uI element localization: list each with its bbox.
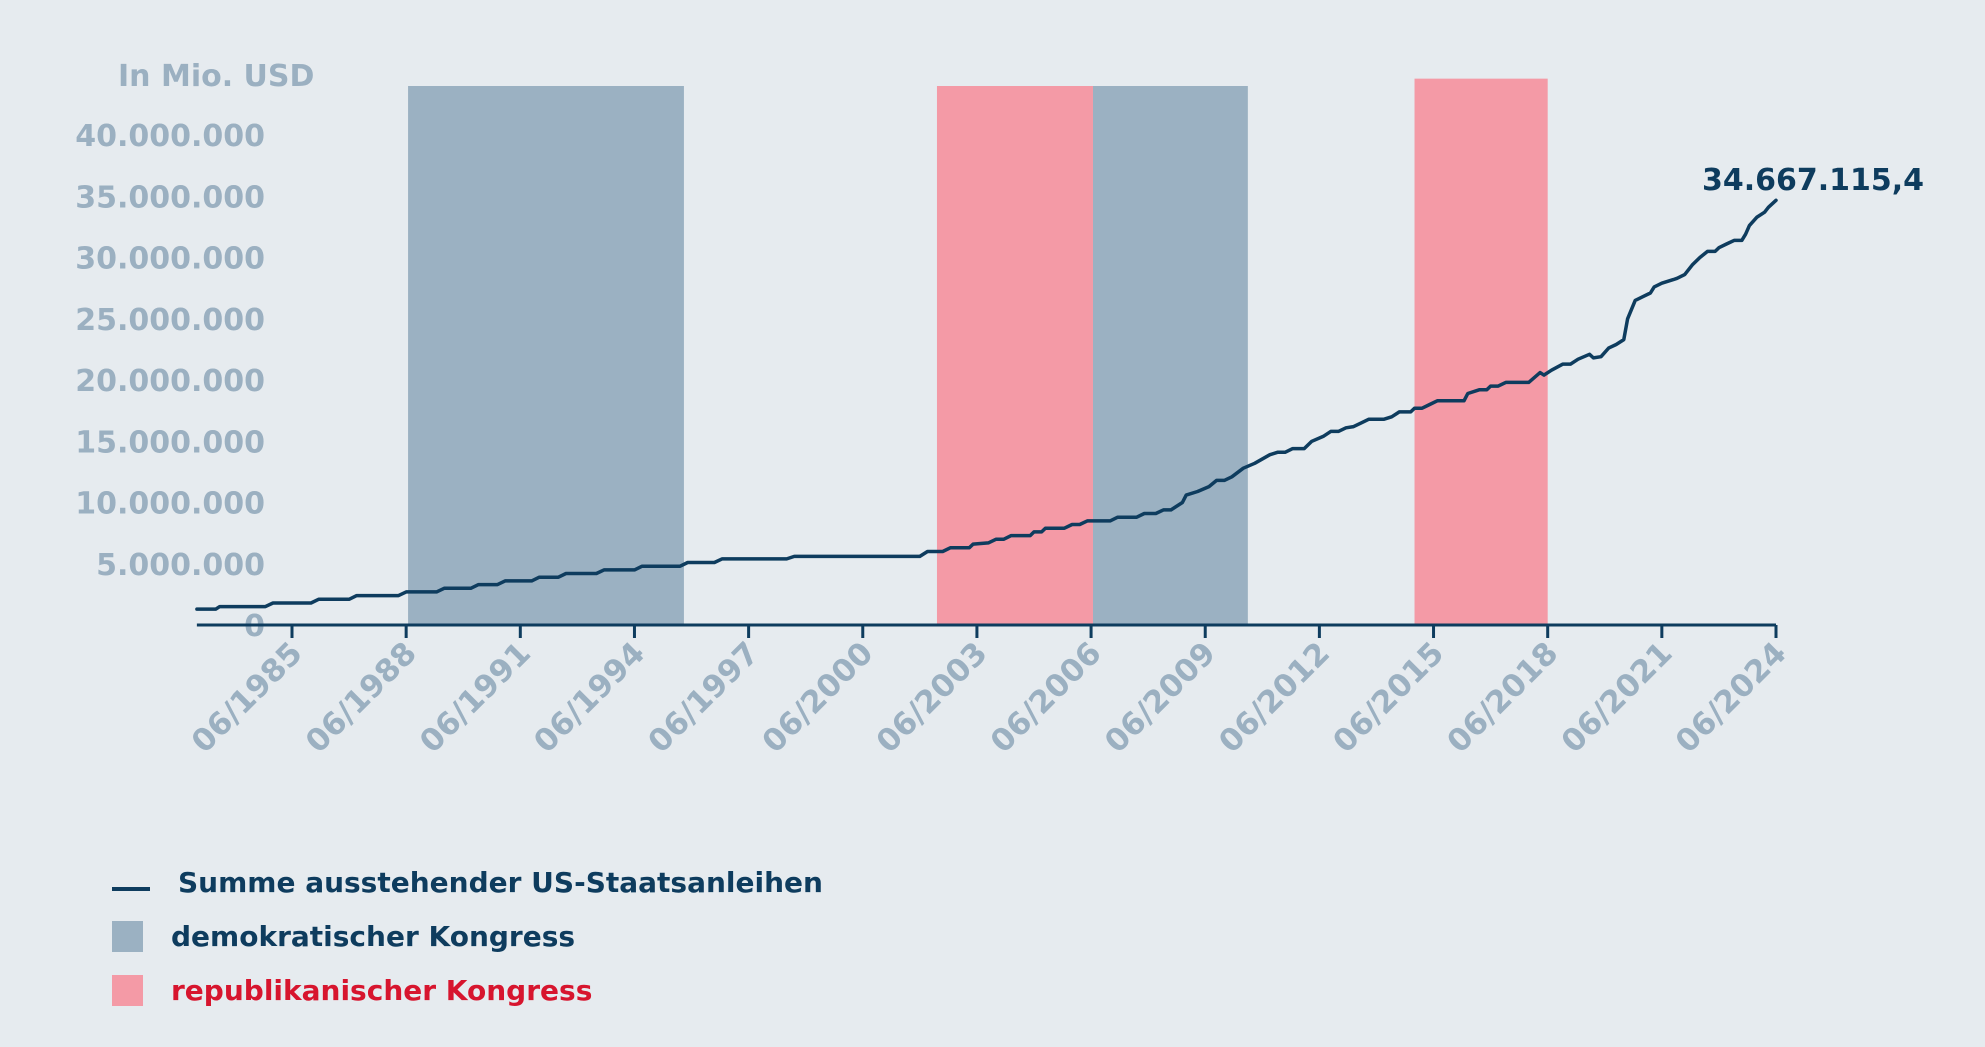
y-tick-label: 15.000.000 — [75, 425, 265, 460]
band-3 — [1092, 86, 1248, 625]
legend-label-dem: demokratischer Kongress — [171, 919, 576, 953]
legend-label-debt: Summe ausstehender US-Staatsanleihen — [178, 865, 823, 899]
legend-item-debt: Summe ausstehender US-Staatsanleihen — [112, 855, 823, 909]
x-tick-label: 06/1991 — [413, 635, 538, 760]
y-axis: 05.000.00010.000.00015.000.00020.000.000… — [75, 119, 265, 644]
series-layer — [195, 198, 1778, 611]
x-tick-label: 06/2018 — [1440, 635, 1565, 760]
series-line-1 — [195, 198, 1778, 611]
x-tick-label: 06/2021 — [1555, 635, 1680, 760]
y-tick-label: 5.000.000 — [96, 548, 265, 583]
x-tick-label: 06/1997 — [641, 635, 766, 760]
legend-item-dem: demokratischer Kongress — [112, 909, 823, 963]
y-tick-label: 20.000.000 — [75, 364, 265, 399]
y-tick-label: 25.000.000 — [75, 303, 265, 338]
x-tick-label: 06/2015 — [1326, 635, 1451, 760]
x-tick-label: 06/1985 — [185, 635, 310, 760]
legend-rep-swatch — [112, 974, 143, 1006]
y-tick-label: 35.000.000 — [75, 180, 265, 215]
x-axis: 06/198506/198806/199106/199406/199706/20… — [185, 623, 1794, 760]
y-tick-label: 30.000.000 — [75, 242, 265, 277]
y-tick-label: 10.000.000 — [75, 487, 265, 522]
x-tick-label: 06/2012 — [1212, 635, 1337, 760]
band-2 — [936, 86, 1093, 625]
x-tick-label: 06/2006 — [984, 635, 1109, 760]
x-tick-label: 06/2009 — [1098, 635, 1223, 760]
x-tick-label: 06/1994 — [527, 635, 652, 760]
y-unit-label: In Mio. USD — [118, 59, 314, 94]
legend: Summe ausstehender US-Staatsanleihen dem… — [112, 855, 823, 1017]
x-tick-label: 06/2000 — [755, 635, 880, 760]
x-tick-label: 06/2024 — [1669, 635, 1794, 760]
end-value-label: 34.667.115,4 — [1702, 163, 1924, 198]
y-tick-label: 40.000.000 — [75, 119, 265, 154]
legend-line-swatch — [112, 887, 150, 891]
legend-dem-swatch — [112, 920, 143, 952]
legend-label-rep: republikanischer Kongress — [171, 973, 593, 1007]
band-4 — [1414, 78, 1548, 625]
x-tick-label: 06/2003 — [870, 635, 995, 760]
congress-bands — [408, 78, 1548, 625]
band-1 — [408, 86, 684, 625]
legend-item-rep: republikanischer Kongress — [112, 963, 823, 1017]
x-tick-label: 06/1988 — [299, 635, 424, 760]
